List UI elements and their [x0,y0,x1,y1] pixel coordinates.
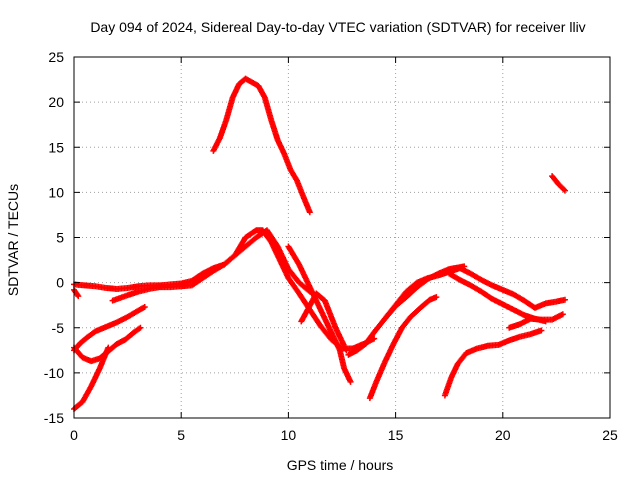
data-series [71,303,148,354]
data-series [441,327,545,399]
data-point [75,293,82,300]
data-points [71,75,568,412]
axis-ticks: 0 5 10 15 20 25 -15 -10 -5 0 5 10 15 20 25 [44,49,618,443]
data-series [71,344,112,412]
data-point [433,294,440,301]
x-tick-label: 5 [177,427,185,443]
y-tick-label: -10 [44,365,64,381]
x-tick-label: 15 [388,427,404,443]
y-tick-label: 25 [48,49,64,65]
chart-title: Day 094 of 2024, Sidereal Day-to-day VTE… [90,19,585,35]
data-point [347,378,354,385]
data-point [560,186,567,193]
y-tick-label: 15 [48,139,64,155]
data-series [506,311,566,331]
data-point [461,263,468,270]
x-tick-label: 20 [495,427,511,443]
data-point [561,296,568,303]
data-point [343,347,350,354]
grid-lines [74,57,610,418]
data-point [105,344,112,351]
data-series [71,324,144,365]
data-series [109,227,378,352]
data-series [381,263,468,322]
data-point [559,311,566,318]
x-tick-label: 25 [602,427,618,443]
data-series [285,243,354,385]
data-series [366,294,440,402]
y-tick-label: -5 [52,320,65,336]
data-point [306,209,313,216]
y-axis-label: SDTVAR / TECUs [5,184,21,296]
y-tick-label: 0 [56,275,64,291]
y-tick-label: 5 [56,230,64,246]
data-series [210,75,313,216]
data-series [71,286,82,300]
x-axis-label: GPS time / hours [287,457,394,473]
y-tick-label: -15 [44,410,64,426]
data-series [298,290,350,354]
y-tick-label: 10 [48,184,64,200]
x-tick-label: 0 [70,427,78,443]
y-tick-label: 20 [48,94,64,110]
data-point [538,327,545,334]
data-point [561,187,568,194]
x-tick-label: 10 [281,427,297,443]
data-point [141,303,148,310]
data-point [137,324,144,331]
data-series [549,173,568,194]
